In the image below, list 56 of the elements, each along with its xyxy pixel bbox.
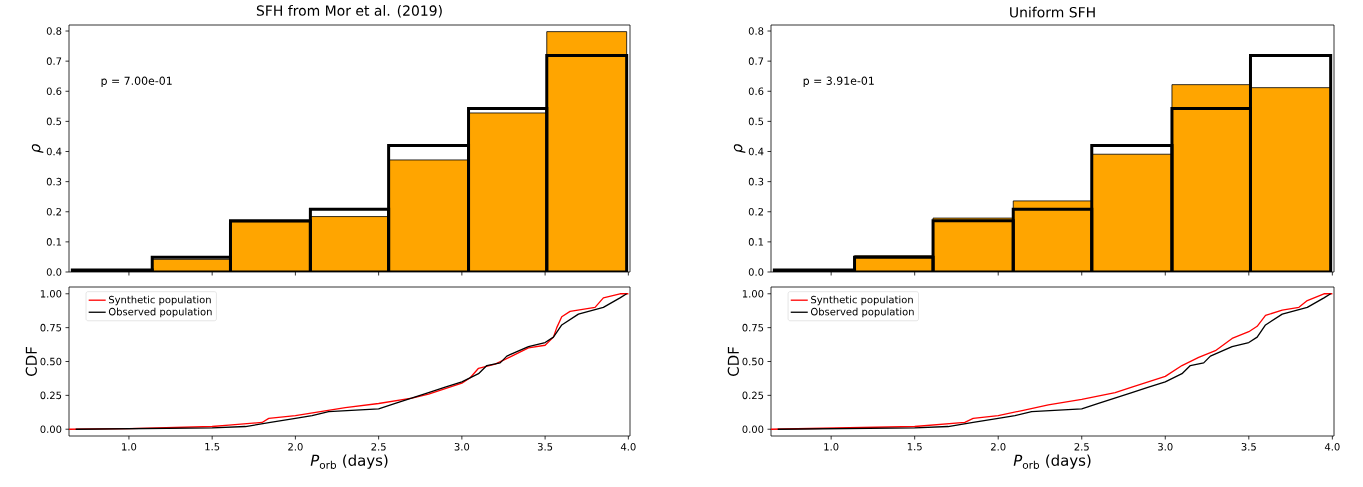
- y-tick-label: 0.50: [742, 357, 764, 366]
- y-tick-label: 0.6: [748, 87, 764, 96]
- y-tick-label: 1.00: [40, 289, 62, 298]
- x-tick-label: 2.0: [991, 443, 1006, 451]
- y-tick-label: 0.8: [748, 27, 764, 35]
- y-tick-label: 0.7: [748, 57, 764, 65]
- x-tick-label: 1.5: [205, 443, 220, 451]
- y-tick-label: 0.00: [742, 425, 764, 433]
- y-tick-label: 0.25: [742, 391, 764, 400]
- y-tick-label: 0.5: [46, 117, 62, 126]
- y-tick-label: 0.50: [40, 357, 62, 366]
- y-tick-label: 0.2: [748, 207, 763, 216]
- y-tick-label: 0.00: [40, 425, 62, 433]
- legend-label: Observed population: [108, 307, 212, 318]
- x-tick-label: 4.0: [620, 443, 636, 451]
- y-tick-label: 0.0: [46, 268, 62, 276]
- y-axis-title: ρ: [733, 144, 746, 154]
- legend-label: Observed population: [810, 307, 914, 318]
- y-tick-label: 0.8: [46, 27, 62, 35]
- x-tick-label: 2.0: [288, 443, 303, 451]
- y-tick-label: 0.3: [748, 177, 764, 186]
- x-tick-label: 3.5: [537, 443, 553, 451]
- x-tick-label: 1.0: [122, 443, 137, 451]
- x-tick-label: 1.0: [824, 443, 839, 451]
- y-tick-label: 0.75: [40, 323, 62, 332]
- y-tick-label: 0.3: [46, 177, 62, 186]
- y-tick-label: 0.4: [46, 147, 62, 156]
- y-tick-label: 0.6: [46, 87, 62, 96]
- y-tick-label: 0.7: [46, 57, 62, 65]
- x-tick-label: 1.5: [907, 443, 922, 451]
- x-tick-label: 2.5: [1074, 443, 1089, 451]
- x-tick-label: 3.5: [1241, 443, 1256, 451]
- y-axis-title: CDF: [25, 347, 37, 376]
- y-axis-title: ρ: [31, 144, 44, 154]
- x-tick-label: 3.0: [1158, 443, 1173, 451]
- x-axis-title: P$_{orb}$ (days): [1013, 454, 1091, 469]
- x-tick-label: 3.0: [454, 443, 470, 451]
- y-tick-label: 0.75: [742, 323, 764, 332]
- legend-label: Synthetic population: [811, 295, 913, 306]
- annotation: p = 3.91e-01: [803, 76, 874, 88]
- y-tick-label: 0.0: [748, 268, 764, 276]
- y-tick-label: 0.25: [40, 391, 62, 400]
- y-tick-label: 1.00: [742, 289, 764, 298]
- y-tick-label: 0.1: [748, 238, 764, 246]
- legend-label: Synthetic population: [108, 295, 211, 306]
- x-tick-label: 4.0: [1324, 443, 1340, 451]
- y-tick-label: 0.5: [748, 117, 764, 126]
- annotation: p = 7.00e-01: [101, 76, 172, 88]
- chart-title: Uniform SFH: [1010, 6, 1095, 18]
- x-tick-label: 2.5: [371, 443, 386, 451]
- x-axis-title: P$_{orb}$ (days): [310, 454, 388, 469]
- y-axis-title: CDF: [727, 347, 739, 376]
- chart-title: SFH from Mor et al. (2019): [256, 5, 442, 18]
- y-tick-label: 0.4: [748, 147, 764, 156]
- y-tick-label: 0.1: [46, 238, 62, 246]
- y-tick-label: 0.2: [46, 207, 61, 216]
